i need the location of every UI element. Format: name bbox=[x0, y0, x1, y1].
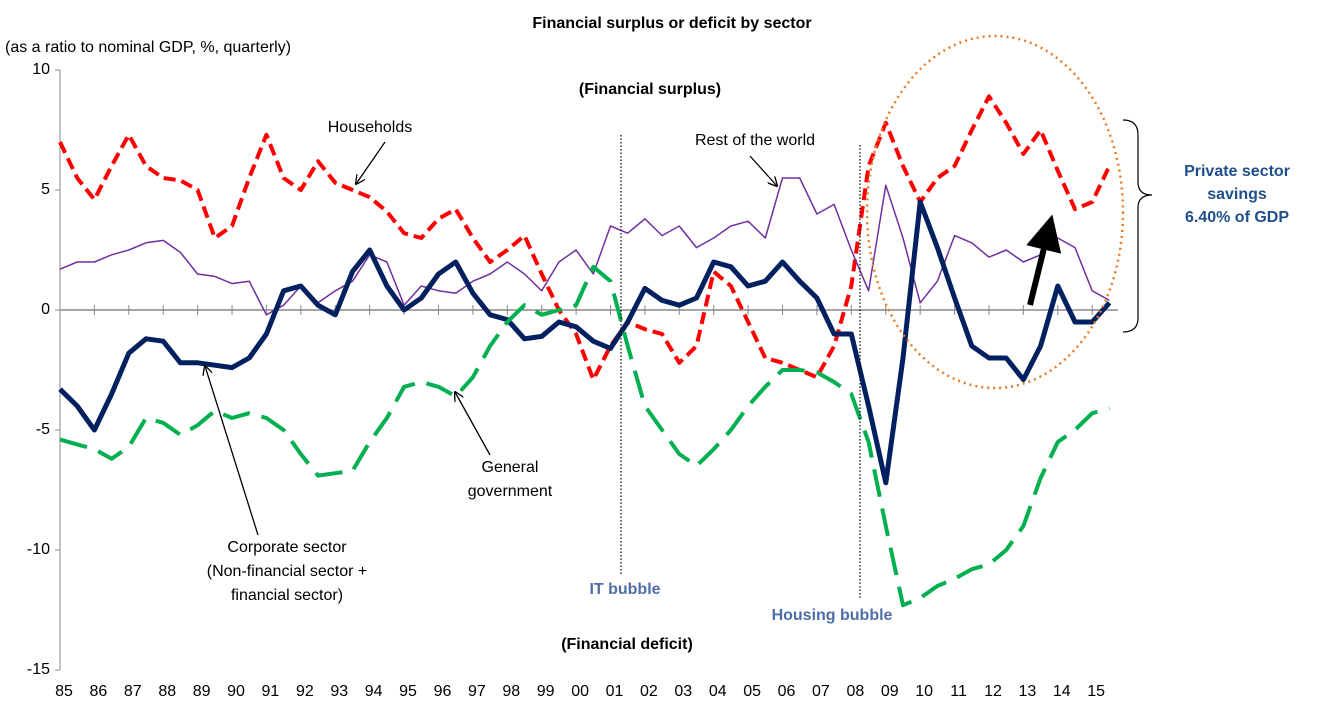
brace bbox=[1122, 119, 1153, 333]
x-tick-label: 11 bbox=[950, 683, 967, 700]
series-line bbox=[59, 264, 1110, 608]
series-line bbox=[58, 199, 1112, 486]
x-tick-label: 97 bbox=[468, 683, 486, 700]
highlight-ellipse bbox=[865, 34, 1125, 390]
x-tick-label: 03 bbox=[674, 683, 692, 700]
annotation: 6.40% of GDP bbox=[1185, 209, 1289, 226]
arrow bbox=[749, 155, 777, 186]
x-tick-label: 95 bbox=[399, 683, 417, 700]
x-tick-label: 86 bbox=[90, 683, 108, 700]
annotation: financial sector) bbox=[231, 587, 343, 604]
x-tick-label: 89 bbox=[193, 683, 211, 700]
x-tick-label: 91 bbox=[262, 683, 280, 700]
annotation: government bbox=[468, 483, 553, 500]
x-tick-label: 00 bbox=[571, 683, 589, 700]
x-tick-label: 01 bbox=[606, 683, 624, 700]
y-tick-label: -15 bbox=[27, 661, 50, 678]
annotation: Rest of the world bbox=[695, 132, 815, 149]
y-tick-label: -10 bbox=[27, 541, 50, 558]
chart-title: Financial surplus or deficit by sector bbox=[532, 15, 811, 32]
annotation: Corporate sector bbox=[227, 539, 347, 556]
y-tick-label: 0 bbox=[41, 301, 50, 318]
annotation: savings bbox=[1207, 186, 1267, 203]
arrow bbox=[205, 366, 259, 536]
x-tick-label: 05 bbox=[743, 683, 761, 700]
x-tick-label: 94 bbox=[365, 683, 383, 700]
y-tick-label: -5 bbox=[36, 421, 50, 438]
series-line bbox=[59, 177, 1110, 316]
x-tick-label: 90 bbox=[227, 683, 245, 700]
x-tick-label: 10 bbox=[915, 683, 933, 700]
annotation: Housing bubble bbox=[772, 607, 893, 624]
x-tick-label: 09 bbox=[881, 683, 899, 700]
x-tick-label: 87 bbox=[124, 683, 142, 700]
annotation: Private sector bbox=[1184, 163, 1290, 180]
y-tick-label: 10 bbox=[32, 61, 50, 78]
annotation: IT bubble bbox=[589, 581, 660, 598]
decorations bbox=[205, 34, 1153, 600]
x-tick-label: 02 bbox=[640, 683, 658, 700]
x-tick-label: 92 bbox=[296, 683, 314, 700]
arrow bbox=[356, 141, 386, 184]
series-line bbox=[58, 94, 1112, 382]
x-tick-label: 99 bbox=[537, 683, 555, 700]
x-tick-label: 04 bbox=[709, 683, 727, 700]
x-tick-label: 85 bbox=[55, 683, 73, 700]
x-tick-label: 12 bbox=[984, 683, 1002, 700]
x-tick-label: 06 bbox=[778, 683, 796, 700]
x-tick-label: 96 bbox=[434, 683, 452, 700]
arrow bbox=[1026, 214, 1062, 306]
x-tick-label: 93 bbox=[330, 683, 348, 700]
annotation: Households bbox=[328, 119, 413, 136]
x-tick-label: 15 bbox=[1087, 683, 1105, 700]
x-tick-label: 88 bbox=[158, 683, 176, 700]
annotation: (Non-financial sector + bbox=[207, 563, 368, 580]
x-tick-label: 08 bbox=[846, 683, 864, 700]
annotation: (Financial surplus) bbox=[579, 81, 721, 98]
annotation: (Financial deficit) bbox=[561, 636, 693, 653]
y-tick-label: 5 bbox=[41, 181, 50, 198]
annotation: General bbox=[482, 459, 539, 476]
x-tick-label: 14 bbox=[1053, 683, 1071, 700]
x-tick-label: 98 bbox=[502, 683, 520, 700]
arrow bbox=[455, 392, 491, 456]
subtitle: (as a ratio to nominal GDP, %, quarterly… bbox=[5, 39, 291, 56]
x-tick-label: 07 bbox=[812, 683, 830, 700]
x-tick-label: 13 bbox=[1018, 683, 1036, 700]
